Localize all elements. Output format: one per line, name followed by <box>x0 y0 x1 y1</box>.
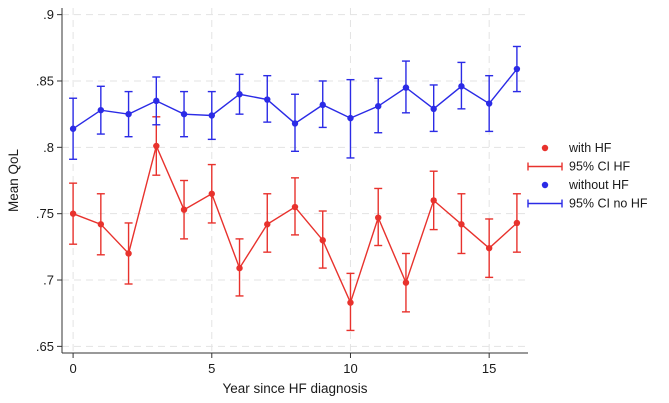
data-point <box>402 279 410 286</box>
data-point <box>430 105 437 113</box>
data-point <box>180 110 188 118</box>
data-point <box>180 206 188 213</box>
series-with-hf <box>69 116 521 332</box>
data-point <box>208 190 215 197</box>
legend-item: without HF <box>541 178 629 192</box>
data-point <box>319 237 326 244</box>
data-point <box>97 221 105 228</box>
legend-label: 95% CI HF <box>569 160 630 174</box>
data-point <box>291 120 299 127</box>
data-point <box>264 96 271 103</box>
data-point <box>375 102 382 110</box>
x-tick-label: 15 <box>482 361 496 376</box>
x-tick-label: 10 <box>343 361 357 376</box>
y-axis-title: Mean QoL <box>6 148 21 212</box>
data-point <box>402 84 410 91</box>
data-point <box>291 203 299 211</box>
series-layer <box>69 45 521 332</box>
legend-marker <box>541 144 549 152</box>
data-point <box>458 221 465 228</box>
data-point <box>485 244 493 252</box>
legend-label: without HF <box>568 178 629 192</box>
y-tick-label: .75 <box>36 206 54 221</box>
data-point <box>513 219 521 227</box>
data-point <box>347 299 354 306</box>
data-point <box>319 101 326 109</box>
x-axis-title: Year since HF diagnosis <box>222 381 367 396</box>
legend-marker <box>541 181 549 189</box>
data-point <box>153 97 160 105</box>
y-tick-label: .65 <box>36 339 54 354</box>
data-point <box>125 250 132 257</box>
axes: .65 .7 .75 .8 .85 .9 0 5 10 15 <box>36 7 528 376</box>
x-tick-label: 0 <box>69 361 76 376</box>
y-tick-label: .8 <box>43 140 54 155</box>
y-tick-label: .85 <box>36 73 54 88</box>
data-point <box>153 142 160 150</box>
data-point <box>347 114 354 122</box>
legend-item: with HF <box>541 141 612 155</box>
data-point <box>236 91 243 98</box>
legend-label: 95% CI no HF <box>569 197 648 211</box>
data-point <box>236 264 243 272</box>
legend-label: with HF <box>568 141 612 155</box>
data-point <box>513 65 521 73</box>
data-point <box>69 210 77 217</box>
x-tick-label: 5 <box>208 361 215 376</box>
data-point <box>97 106 105 114</box>
y-tick-label: .7 <box>43 273 54 288</box>
series-without-hf <box>69 45 521 160</box>
legend: with HF 95% CI HF without HF 95% CI no HF <box>527 141 648 211</box>
data-point <box>375 214 382 221</box>
data-point <box>125 110 132 118</box>
data-point <box>458 83 465 90</box>
data-point <box>430 197 437 204</box>
y-tick-label: .9 <box>43 7 54 22</box>
data-point <box>208 112 215 119</box>
data-point <box>69 125 77 132</box>
legend-item: 95% CI no HF <box>527 197 648 211</box>
data-point <box>264 221 271 228</box>
data-point <box>485 100 493 107</box>
legend-item: 95% CI HF <box>527 160 630 174</box>
